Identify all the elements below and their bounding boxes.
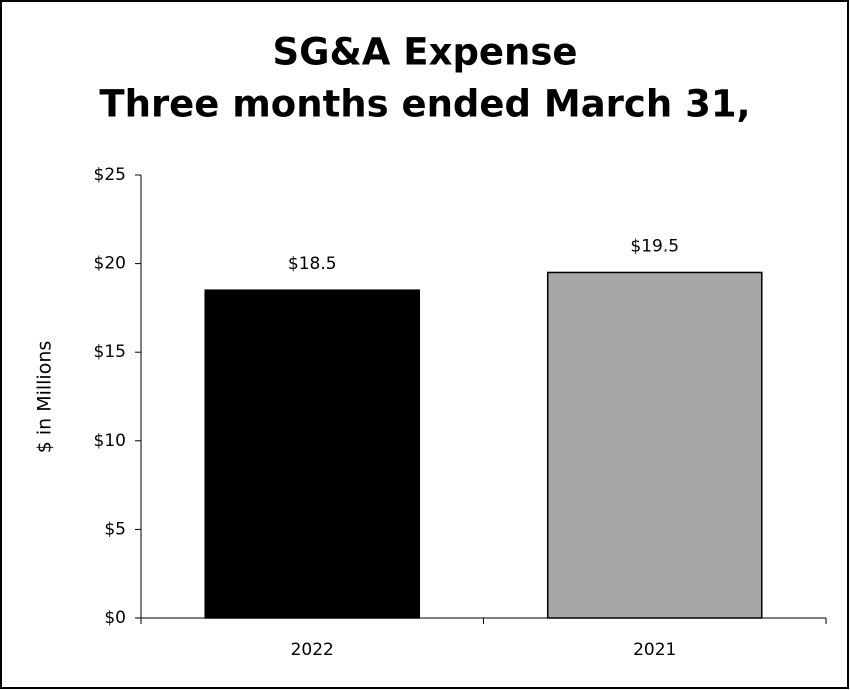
chart-title: Three months ended March 31, xyxy=(99,83,750,126)
bar xyxy=(546,271,763,619)
y-tick-label: $20 xyxy=(94,254,126,274)
y-axis-label: $ in Millions xyxy=(34,341,56,454)
y-tick-label: $15 xyxy=(94,342,126,362)
value-label: $18.5 xyxy=(288,254,337,274)
y-tick-label: $10 xyxy=(94,431,126,451)
value-label: $19.5 xyxy=(630,236,679,256)
chart-title: SG&A Expense xyxy=(273,31,578,74)
x-tick-label: 2021 xyxy=(633,640,676,660)
x-tick-label: 2022 xyxy=(291,640,334,660)
y-tick-label: $0 xyxy=(104,608,126,628)
y-tick-label: $5 xyxy=(104,519,126,539)
y-tick-label: $25 xyxy=(94,165,126,185)
bar xyxy=(204,289,421,619)
